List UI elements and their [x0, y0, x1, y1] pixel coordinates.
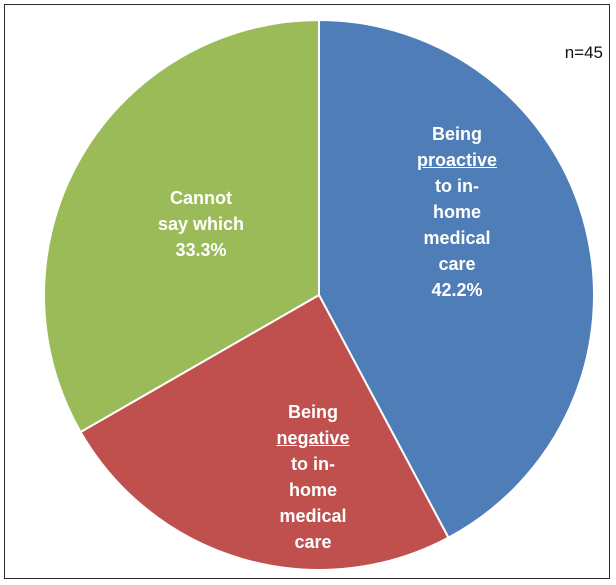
slice-label-line: Being — [431, 124, 482, 144]
slice-label-line: proactive — [416, 150, 498, 170]
slice-label-line: home — [288, 480, 337, 500]
slice-label-line: home — [432, 202, 481, 222]
pie-slice-proactive — [318, 18, 595, 539]
slice-label-proactive: Being proactive to in-home medical care 42.2% — [387, 121, 527, 303]
slice-label-line: care — [294, 532, 332, 552]
pie-slice-cannot-say — [43, 18, 320, 434]
slice-label-line: medical — [279, 506, 347, 526]
slice-label-line: 42.2% — [431, 280, 483, 300]
slice-label-line: Cannot — [170, 188, 232, 208]
chart-frame: Being proactive to in-home medical care 42.2%… — [4, 4, 610, 579]
slice-label-line: negative — [276, 428, 350, 448]
slice-label-line: care — [438, 254, 476, 274]
pie-chart — [43, 18, 595, 571]
slice-label-line: medical — [423, 228, 491, 248]
slice-label-line: to in- — [291, 454, 335, 474]
sample-size-label: n=45 — [564, 43, 603, 62]
slice-label-cannot-say: Cannot say which 33.3% — [121, 185, 281, 263]
slice-label-line: to in- — [435, 176, 479, 196]
pie-slice-negative — [79, 293, 450, 571]
slice-label-line: 33.3% — [175, 240, 227, 260]
slice-label-line: Being — [287, 402, 338, 422]
slice-label-negative: Being negative to in-home medical care — [243, 399, 383, 555]
slice-label-line: say which — [157, 214, 245, 234]
